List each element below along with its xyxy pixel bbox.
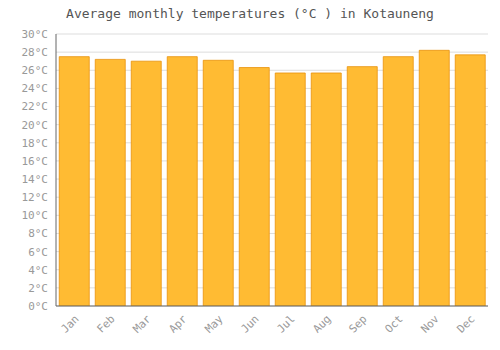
svg-text:12°C: 12°C (22, 191, 49, 204)
svg-text:Oct: Oct (382, 312, 405, 335)
svg-text:4°C: 4°C (28, 264, 48, 277)
svg-text:26°C: 26°C (22, 64, 49, 77)
svg-text:28°C: 28°C (22, 46, 49, 59)
svg-text:Jul: Jul (274, 312, 297, 335)
svg-text:6°C: 6°C (28, 246, 48, 259)
svg-text:8°C: 8°C (28, 227, 48, 240)
svg-text:Mar: Mar (130, 312, 154, 336)
html-text:Average monthly temperatures (: Average monthly temperatures (°C ) in Ko… (66, 6, 434, 21)
svg-text:Jan: Jan (58, 312, 81, 335)
svg-text:Sep: Sep (346, 312, 369, 335)
svg-text:22°C: 22°C (22, 100, 49, 113)
svg-text:Dec: Dec (454, 312, 477, 335)
svg-text:Nov: Nov (418, 312, 442, 336)
svg-text:Aug: Aug (310, 312, 333, 335)
svg-text:2°C: 2°C (28, 282, 48, 295)
svg-text:May: May (202, 312, 226, 336)
svg-text:18°C: 18°C (22, 137, 49, 150)
svg-text:Apr: Apr (166, 312, 190, 336)
svg-text:0°C: 0°C (28, 300, 48, 313)
svg-text:10°C: 10°C (22, 209, 49, 222)
svg-text:16°C: 16°C (22, 155, 49, 168)
svg-text:Jun: Jun (238, 312, 261, 335)
svg-text:20°C: 20°C (22, 119, 49, 132)
svg-text:14°C: 14°C (22, 173, 49, 186)
svg-text:Feb: Feb (94, 312, 117, 335)
svg-text:24°C: 24°C (22, 82, 49, 95)
svg-text:30°C: 30°C (22, 28, 49, 41)
